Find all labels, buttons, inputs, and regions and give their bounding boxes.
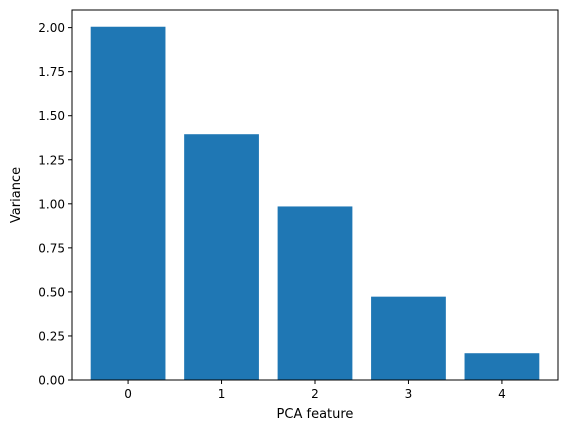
y-axis-label: Variance <box>9 167 24 223</box>
y-tick-label: 1.75 <box>38 65 65 79</box>
y-tick-label: 2.00 <box>38 21 65 35</box>
y-tick-label: 0.75 <box>38 241 65 255</box>
x-tick-label: 3 <box>405 387 413 401</box>
y-axis: 0.00 0.25 0.50 0.75 1.00 1.25 1.50 1.75 2.00 <box>38 21 72 388</box>
bar-0 <box>90 26 166 380</box>
y-tick-label: 0.25 <box>38 329 65 343</box>
bars-group <box>90 26 540 380</box>
bar-3 <box>371 296 446 380</box>
y-tick-label: 0.00 <box>38 374 65 388</box>
x-tick-label: 0 <box>124 387 132 401</box>
x-tick-label: 4 <box>498 387 506 401</box>
bar-1 <box>184 134 259 380</box>
y-tick-label: 0.50 <box>38 285 65 299</box>
y-tick-label: 1.50 <box>38 109 65 123</box>
bar-4 <box>464 353 540 380</box>
x-tick-label: 1 <box>218 387 226 401</box>
x-tick-label: 2 <box>311 387 319 401</box>
plot-frame <box>71 9 559 381</box>
x-axis: 0 1 2 3 4 <box>124 380 506 401</box>
y-tick-label: 1.00 <box>38 197 65 211</box>
x-axis-label: PCA feature <box>277 407 354 422</box>
y-tick-label: 1.25 <box>38 153 65 167</box>
bar-2 <box>277 206 353 380</box>
